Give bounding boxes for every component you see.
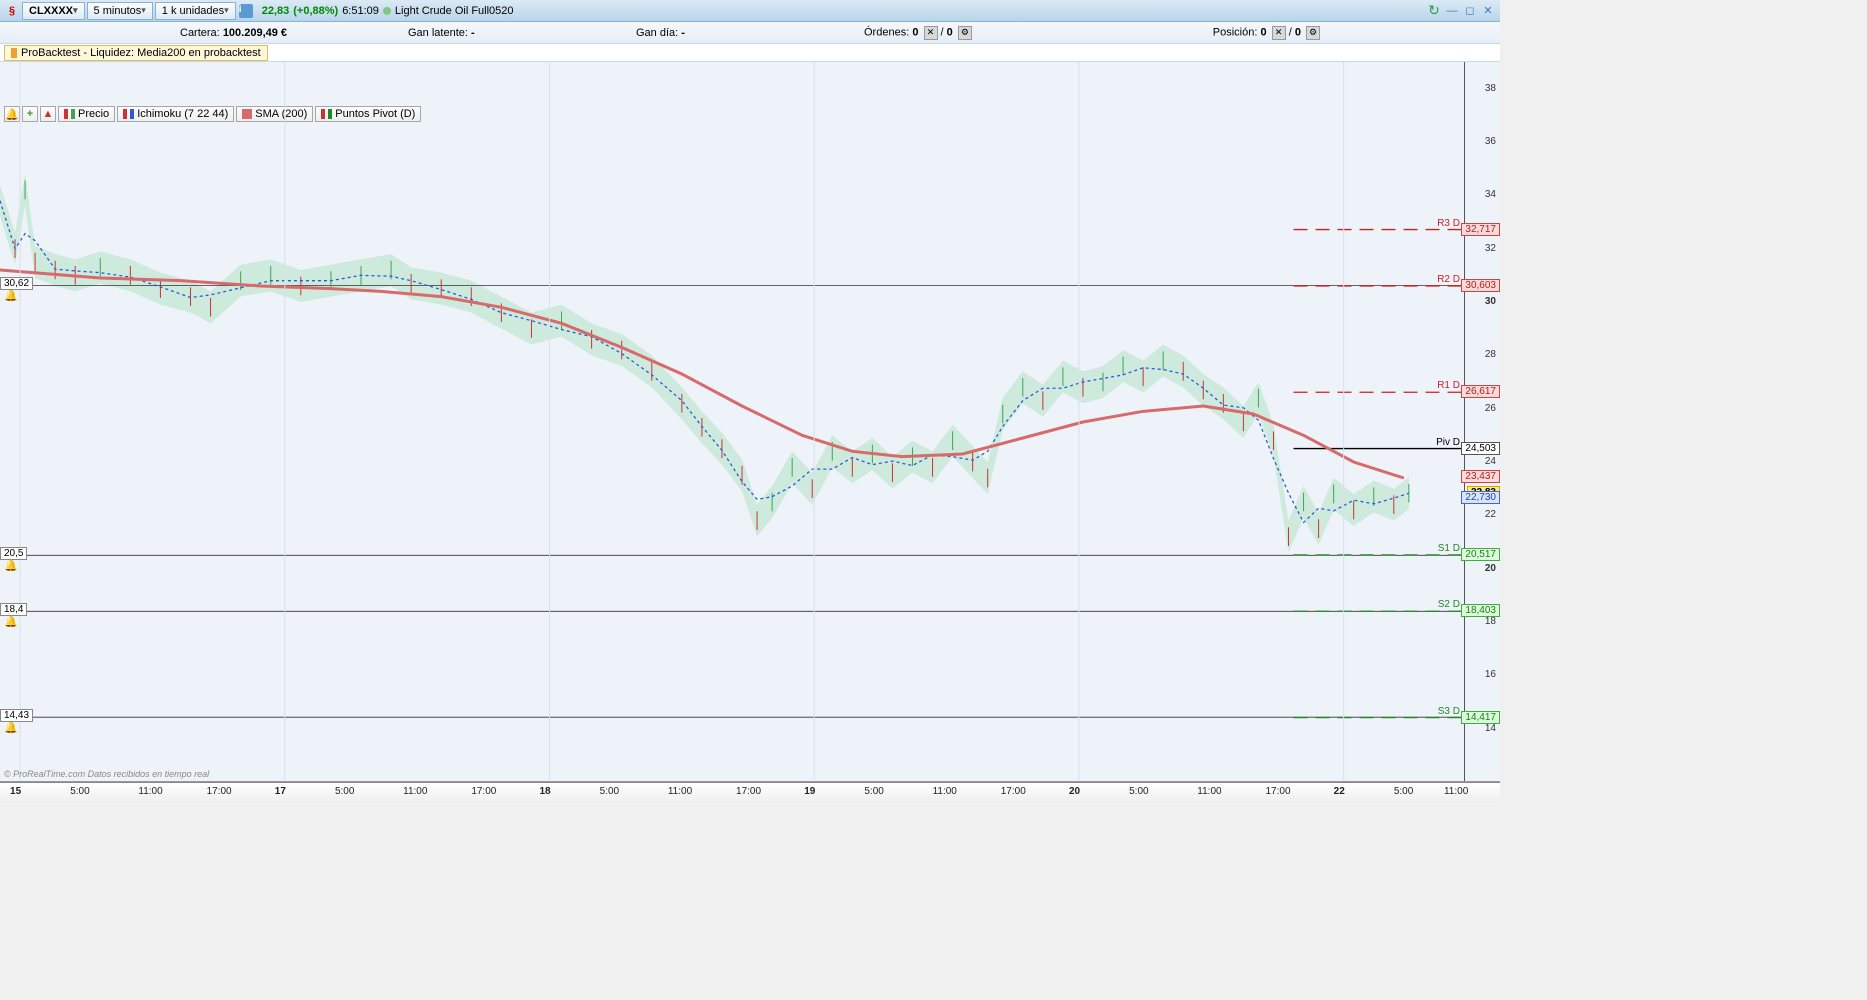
x-tick: 22 xyxy=(1334,786,1345,797)
pivot-label: S3 D xyxy=(1438,706,1460,717)
units-selector[interactable]: 1 k unidades xyxy=(155,2,236,20)
info-icon[interactable]: i xyxy=(238,3,254,19)
symbol-selector[interactable]: CLXXXX xyxy=(22,2,85,20)
maximize-icon[interactable]: ◻ xyxy=(1462,3,1478,19)
y-tick: 28 xyxy=(1485,349,1496,360)
x-tick: 11:00 xyxy=(1197,786,1221,797)
alert-bell-icon[interactable]: 🔔 xyxy=(4,615,18,629)
timeframe-selector[interactable]: 5 minutos xyxy=(87,2,153,20)
x-tick: 15 xyxy=(10,786,21,797)
pivot-price-tag: 30,603 xyxy=(1461,279,1500,292)
y-tick: 30 xyxy=(1485,296,1496,307)
y-tick: 36 xyxy=(1485,136,1496,147)
y-tick: 20 xyxy=(1485,563,1496,574)
refresh-icon[interactable]: ↻ xyxy=(1426,3,1442,19)
pivot-price-tag: 24,503 xyxy=(1461,442,1500,455)
x-tick: 17:00 xyxy=(1001,786,1026,797)
x-tick: 5:00 xyxy=(600,786,619,797)
status-dot-icon xyxy=(383,7,391,15)
y-tick: 38 xyxy=(1485,83,1496,94)
y-tick: 22 xyxy=(1485,509,1496,520)
pivot-label: R2 D xyxy=(1437,274,1460,285)
x-tick: 11:00 xyxy=(1444,786,1468,797)
last-price: 22,83 xyxy=(262,5,290,17)
x-tick: 5:00 xyxy=(1129,786,1148,797)
x-tick: 17:00 xyxy=(736,786,761,797)
pivot-price-tag: 18,403 xyxy=(1461,604,1500,617)
pivot-label: S2 D xyxy=(1438,599,1460,610)
price-change: (+0,88%) xyxy=(293,5,338,17)
thermometer-icon[interactable]: § xyxy=(4,3,20,19)
backtest-bar: ProBacktest - Liquidez: Media200 en prob… xyxy=(0,44,1500,62)
x-tick: 5:00 xyxy=(864,786,883,797)
y-tick: 24 xyxy=(1485,456,1496,467)
pivot-label: Piv D xyxy=(1436,437,1460,448)
posicion-field: Posición: 0 ✕ / 0 ⚙ xyxy=(1092,26,1320,40)
footer-note: © ProRealTime.com Datos recibidos en tie… xyxy=(4,769,209,779)
x-tick: 11:00 xyxy=(403,786,427,797)
x-tick: 19 xyxy=(804,786,815,797)
gan-latente-field: Gan latente: - xyxy=(408,27,636,39)
x-axis: 15 5:00 11:00 17:00 17 5:00 11:00 17:00 18 5:00 11… xyxy=(0,782,1500,803)
alert-bell-icon[interactable]: 🔔 xyxy=(4,289,18,303)
y-tick: 26 xyxy=(1485,403,1496,414)
chart-area[interactable]: 🔔 + ▲ Precio Ichimoku (7 22 44) SMA (200… xyxy=(0,62,1500,782)
pivot-price-tag: 32,717 xyxy=(1461,223,1500,236)
instrument-name: Light Crude Oil Full0520 xyxy=(395,5,514,17)
x-tick: 20 xyxy=(1069,786,1080,797)
x-tick: 18 xyxy=(540,786,551,797)
y-tick: 14 xyxy=(1485,723,1496,734)
y-axis: 14 16 18 20 22 24 26 28 30 32 34 36 38 32,717 30,603 26… xyxy=(1464,62,1500,781)
pivot-price-tag: 14,417 xyxy=(1461,711,1500,724)
orders-gear-icon[interactable]: ⚙ xyxy=(958,26,972,40)
position-gear-icon[interactable]: ⚙ xyxy=(1306,26,1320,40)
y-tick: 34 xyxy=(1485,189,1496,200)
pivot-label: R1 D xyxy=(1437,380,1460,391)
x-tick: 5:00 xyxy=(335,786,354,797)
pivot-label: S1 D xyxy=(1438,543,1460,554)
position-close-icon[interactable]: ✕ xyxy=(1272,26,1286,40)
x-tick: 17:00 xyxy=(1265,786,1290,797)
chart-svg xyxy=(0,62,1500,781)
main-toolbar: § CLXXXX 5 minutos 1 k unidades i 22,83 … xyxy=(0,0,1500,22)
close-icon[interactable]: ✕ xyxy=(1480,3,1496,19)
alert-bell-icon[interactable]: 🔔 xyxy=(4,559,18,573)
x-tick: 17:00 xyxy=(471,786,496,797)
pivot-price-tag: 20,517 xyxy=(1461,548,1500,561)
y-tick: 18 xyxy=(1485,616,1496,627)
kijun-price-tag: 22,730 xyxy=(1461,491,1500,504)
gan-dia-field: Gan día: - xyxy=(636,27,864,39)
timestamp: 6:51:09 xyxy=(342,5,379,17)
sma-price-tag: 23,437 xyxy=(1461,470,1500,483)
x-tick: 11:00 xyxy=(933,786,957,797)
alert-bell-icon[interactable]: 🔔 xyxy=(4,721,18,735)
price-display: 22,83 (+0,88%) 6:51:09 Light Crude Oil F… xyxy=(256,3,520,19)
cartera-field: Cartera: 100.209,49 € xyxy=(180,27,408,39)
x-tick: 11:00 xyxy=(138,786,162,797)
pivot-price-tag: 26,617 xyxy=(1461,385,1500,398)
y-tick: 32 xyxy=(1485,243,1496,254)
orders-close-icon[interactable]: ✕ xyxy=(924,26,938,40)
info-bar: Cartera: 100.209,49 € Gan latente: - Gan… xyxy=(0,22,1500,44)
y-tick: 16 xyxy=(1485,669,1496,680)
x-tick: 5:00 xyxy=(70,786,89,797)
x-tick: 5:00 xyxy=(1394,786,1413,797)
minimize-icon[interactable]: — xyxy=(1444,3,1460,19)
ordenes-field: Órdenes: 0 ✕ / 0 ⚙ xyxy=(864,26,1092,40)
x-tick: 11:00 xyxy=(668,786,692,797)
pivot-label: R3 D xyxy=(1437,218,1460,229)
backtest-tag[interactable]: ProBacktest - Liquidez: Media200 en prob… xyxy=(4,45,268,61)
x-tick: 17 xyxy=(275,786,286,797)
x-tick: 17:00 xyxy=(207,786,232,797)
